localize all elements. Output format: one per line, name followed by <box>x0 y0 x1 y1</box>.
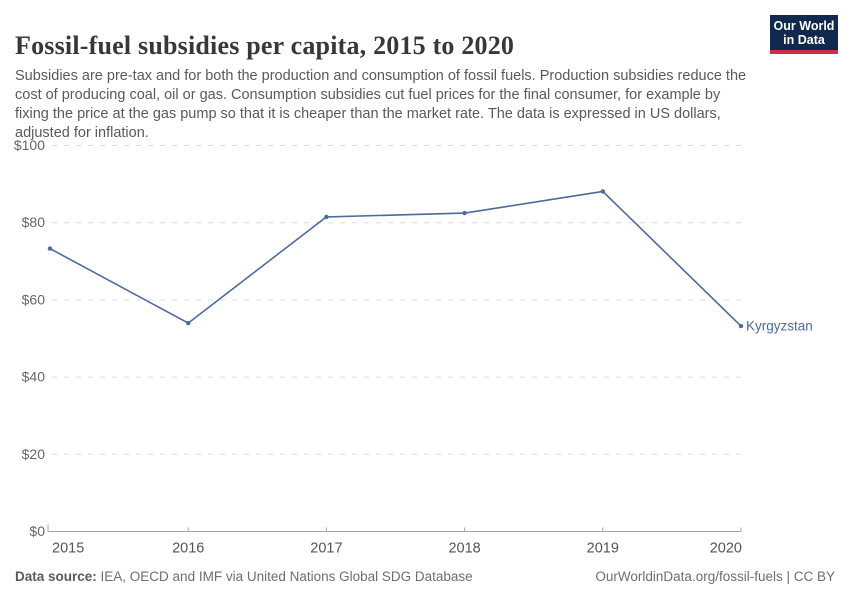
y-tick-label: $40 <box>22 369 46 385</box>
chart-title: Fossil-fuel subsidies per capita, 2015 t… <box>15 31 515 61</box>
y-tick-label: $20 <box>22 446 46 462</box>
x-tick-label: 2017 <box>310 541 342 557</box>
owid-logo[interactable]: Our World in Data <box>770 15 838 54</box>
credit-link[interactable]: OurWorldinData.org/fossil-fuels | CC BY <box>595 569 835 584</box>
data-source-text: IEA, OECD and IMF via United Nations Glo… <box>96 569 473 584</box>
series-end-label[interactable]: Kyrgyzstan <box>746 319 813 334</box>
line-chart-plot-area[interactable]: $0 $20 $40 $60 $80 $100 2015 2016 2017 2018 2019 20… <box>0 135 850 560</box>
y-tick-label: $60 <box>22 291 46 307</box>
owid-logo-line2: in Data <box>783 33 825 47</box>
data-source-note: Data source: IEA, OECD and IMF via Unite… <box>15 569 473 584</box>
x-tick-label: 2015 <box>52 541 84 557</box>
owid-logo-line1: Our World <box>773 19 835 33</box>
data-point[interactable] <box>600 189 605 194</box>
x-tick-label: 2018 <box>448 541 480 557</box>
data-point[interactable] <box>738 323 744 329</box>
y-tick-label: $0 <box>29 523 45 539</box>
data-point[interactable] <box>462 210 467 216</box>
data-line-kyrgyzstan[interactable] <box>49 190 742 327</box>
y-tick-label: $80 <box>22 214 46 230</box>
data-source-label: Data source: <box>15 569 97 584</box>
data-point[interactable] <box>186 320 191 326</box>
data-point[interactable] <box>47 246 53 251</box>
x-tick-label: 2016 <box>172 541 204 557</box>
data-point[interactable] <box>324 214 329 220</box>
x-tick-label: 2020 <box>710 541 742 557</box>
y-tick-label: $100 <box>14 137 45 153</box>
x-tick-label: 2019 <box>587 541 619 557</box>
chart-subtitle: Subsidies are pre-tax and for both the p… <box>15 67 747 141</box>
chart-footer: Data source: IEA, OECD and IMF via Unite… <box>15 569 835 584</box>
